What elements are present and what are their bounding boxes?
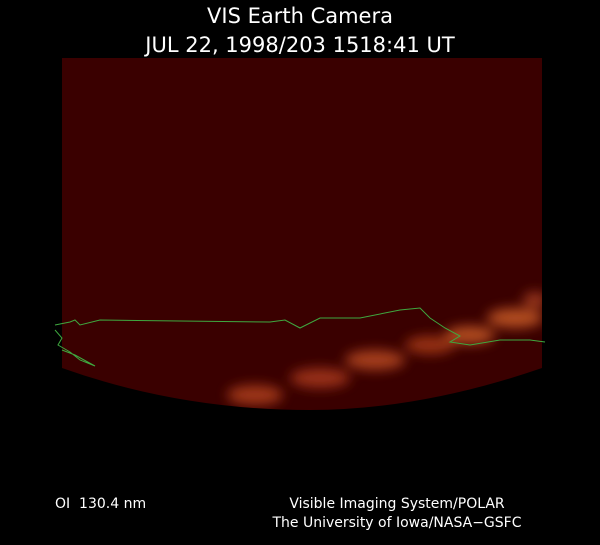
credit-line: The University of Iowa/NASA−GSFC — [271, 515, 521, 531]
filter-label: OI 130.4 nm — [55, 496, 146, 512]
subtitle: JUL 22, 1998/203 1518:41 UT — [143, 33, 455, 57]
earth-image — [62, 58, 542, 410]
coastline — [54, 307, 546, 346]
title: VIS Earth Camera — [207, 4, 393, 28]
coastline — [54, 329, 96, 367]
credit-line: Visible Imaging System/POLAR — [289, 496, 505, 512]
